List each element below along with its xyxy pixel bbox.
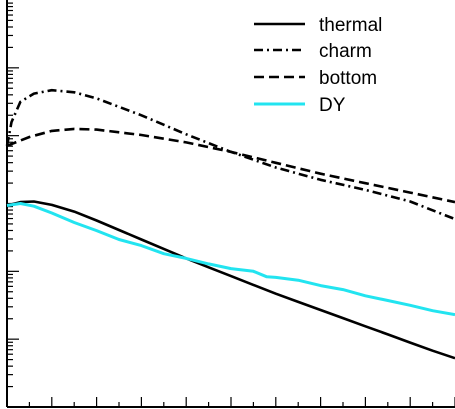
series-line-bottom: [6, 127, 455, 204]
legend-label-dy: DY: [319, 95, 346, 116]
series-line-thermal: [6, 200, 455, 360]
series-lines: [5, 88, 455, 360]
legend-label-thermal: thermal: [319, 15, 382, 36]
legend: thermal charm bottom DY: [254, 15, 382, 116]
legend-label-charm: charm: [319, 41, 372, 62]
axis-ticks: [6, 2, 455, 408]
series-line-charm: [5, 88, 455, 221]
plot-frame: [6, 0, 455, 408]
series-line-dy: [6, 202, 455, 317]
legend-label-bottom: bottom: [319, 68, 377, 89]
